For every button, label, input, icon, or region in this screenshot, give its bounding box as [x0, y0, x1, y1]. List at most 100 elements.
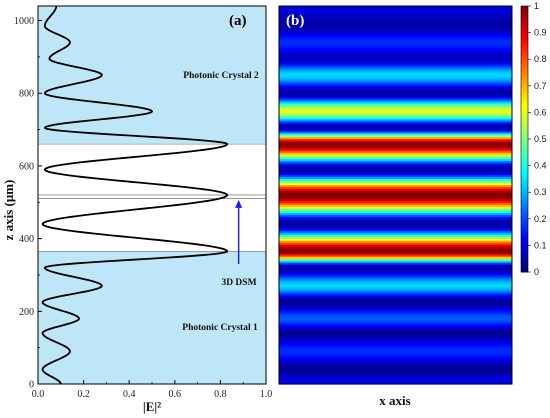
colorbar-tick-label: 0	[534, 267, 539, 277]
colorbar: 0 0.1 0.2 0.3 0.4 0.5 0.6 0.7 0.8 0.9 1	[520, 1, 547, 277]
heatmap-row	[279, 55, 512, 59]
colorbar-segment	[521, 267, 528, 271]
heatmap-row	[279, 151, 512, 154]
heatmap-row	[279, 356, 512, 359]
heatmap-row	[279, 236, 512, 240]
panel-a: 0.0 0.2 0.4 0.6 0.8 1.0 0 200 400 600 800 1000 (a)…	[1, 5, 272, 414]
colorbar-segment	[521, 154, 528, 158]
heatmap-row	[279, 193, 512, 196]
heatmap-row	[279, 212, 512, 216]
colorbar-tick-label: 0.8	[534, 54, 547, 64]
heatmap-row	[279, 57, 512, 61]
colorbar-segment	[521, 263, 528, 266]
y-tick-label: 0	[29, 380, 34, 391]
colorbar-segment	[521, 172, 528, 175]
colorbar-tick-label: 0.1	[534, 240, 547, 250]
colorbar-segment	[521, 229, 528, 233]
colorbar-segment	[521, 101, 528, 105]
heatmap-row	[279, 318, 512, 321]
colorbar-tick-label: 0.4	[534, 161, 547, 171]
heatmap-row	[279, 270, 512, 274]
heatmap-row	[279, 93, 512, 97]
colorbar-segment	[521, 54, 528, 58]
heatmap-row	[279, 254, 512, 258]
colorbar-segment	[521, 187, 528, 191]
heatmap-row	[279, 31, 512, 35]
heatmap-row	[279, 332, 512, 335]
x-tick-label: 0.0	[32, 389, 45, 400]
colorbar-segment	[521, 227, 528, 231]
colorbar-segment	[521, 39, 528, 42]
heatmap-row	[279, 9, 512, 13]
heatmap-row	[279, 378, 512, 381]
heatmap-row	[279, 63, 512, 67]
colorbar-segment	[521, 70, 528, 73]
heatmap-row	[279, 326, 512, 329]
colorbar-segment	[521, 254, 528, 257]
heatmap-row	[279, 115, 512, 119]
heatmap-row	[279, 149, 512, 152]
colorbar-segment	[521, 114, 528, 118]
colorbar-segment	[521, 189, 528, 193]
heatmap-row	[279, 368, 512, 371]
colorbar-tick-label: 0.7	[534, 81, 547, 91]
heatmap-row	[279, 220, 512, 224]
heatmap-row	[279, 99, 512, 103]
intensity-curve-group	[41, 5, 229, 385]
heatmap-row	[279, 210, 512, 214]
heatmap-row	[279, 185, 512, 188]
heatmap-row	[279, 97, 512, 101]
heatmap-row	[279, 123, 512, 126]
colorbar-segment	[521, 127, 528, 131]
heatmap-row	[279, 157, 512, 160]
heatmap-row	[279, 294, 512, 298]
heatmap-row	[279, 278, 512, 282]
colorbar-segment	[521, 123, 528, 127]
heatmap-row	[279, 300, 512, 304]
heatmap-row	[279, 290, 512, 294]
heatmap-row	[279, 266, 512, 270]
colorbar-segment	[521, 90, 528, 93]
colorbar-segment	[521, 14, 528, 18]
heatmap-row	[279, 7, 512, 11]
colorbar-segment	[521, 269, 528, 273]
panel-b-label: (b)	[286, 13, 304, 29]
intensity-curve	[41, 5, 229, 385]
heatmap-row	[279, 352, 512, 355]
colorbar-segment	[521, 134, 528, 138]
heatmap-row	[279, 161, 512, 164]
heatmap-row	[279, 81, 512, 85]
heatmap-row	[279, 344, 512, 347]
colorbar-segment	[521, 176, 528, 180]
colorbar-segment	[521, 45, 528, 49]
colorbar-segment	[521, 110, 528, 113]
colorbar-segment	[521, 243, 528, 246]
heatmap-row	[279, 262, 512, 266]
colorbar-segment	[521, 85, 528, 89]
heatmap-row	[279, 222, 512, 226]
heatmap-row	[279, 250, 512, 254]
colorbar-segment	[521, 103, 528, 107]
colorbar-segment	[521, 21, 528, 25]
colorbar-segment	[521, 17, 528, 20]
colorbar-segment	[521, 81, 528, 85]
colorbar-segment	[521, 136, 528, 140]
x-tick-label: 0.6	[169, 389, 182, 400]
colorbar-segment	[521, 238, 528, 242]
colorbar-segment	[521, 192, 528, 195]
colorbar-segment	[521, 145, 528, 149]
heatmap-row	[279, 69, 512, 73]
heatmap-row	[279, 280, 512, 284]
colorbar-segment	[521, 201, 528, 204]
colorbar-segment	[521, 119, 528, 122]
heatmap-row	[279, 252, 512, 256]
heatmap-row	[279, 334, 512, 337]
heatmap-row	[279, 187, 512, 190]
colorbar-segment	[521, 34, 528, 38]
colorbar-tick-label: 0.9	[534, 28, 547, 38]
heatmap-row	[279, 77, 512, 81]
dsm-arrow-head	[235, 199, 243, 208]
heatmap-row	[279, 175, 512, 178]
heatmap-row	[279, 200, 512, 204]
y-tick-label: 800	[19, 89, 34, 100]
